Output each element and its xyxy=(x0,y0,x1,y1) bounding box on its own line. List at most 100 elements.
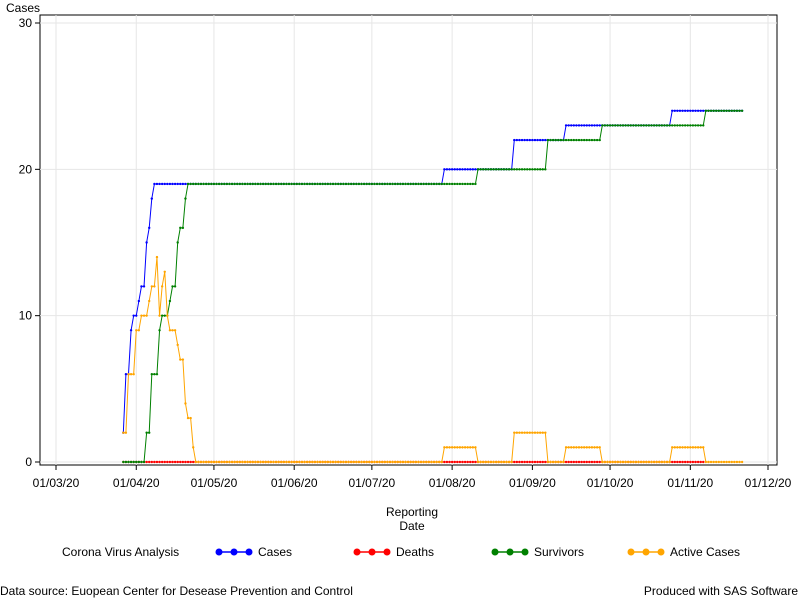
data-point-deaths xyxy=(536,460,539,464)
data-point-active-cases xyxy=(248,460,252,464)
data-point-active-cases xyxy=(593,446,596,449)
data-point-active-cases xyxy=(163,270,166,273)
data-point-survivors xyxy=(399,182,402,186)
data-point-survivors xyxy=(282,182,286,186)
data-point-survivors xyxy=(515,168,519,171)
data-point-survivors xyxy=(316,182,319,186)
data-point-survivors xyxy=(712,109,715,113)
data-point-survivors xyxy=(256,182,260,186)
data-point-active-cases xyxy=(212,460,216,464)
data-point-cases xyxy=(538,138,542,142)
data-point-active-cases xyxy=(280,460,283,464)
data-point-active-cases xyxy=(536,431,539,434)
data-point-active-cases xyxy=(582,446,586,449)
data-point-cases xyxy=(179,182,182,186)
data-point-cases xyxy=(155,182,159,186)
data-point-active-cases xyxy=(339,460,342,464)
data-point-deaths xyxy=(160,460,164,464)
data-point-survivors xyxy=(541,168,544,171)
data-point-survivors xyxy=(484,168,487,171)
data-point-cases xyxy=(150,197,153,200)
data-point-deaths xyxy=(593,460,596,464)
data-point-cases xyxy=(689,109,692,113)
data-point-active-cases xyxy=(326,460,330,464)
data-point-active-cases xyxy=(650,460,653,464)
data-point-survivors xyxy=(326,182,330,186)
data-point-survivors xyxy=(727,109,731,113)
data-point-survivors xyxy=(368,182,371,186)
data-point-survivors xyxy=(639,124,643,127)
data-point-active-cases xyxy=(277,460,280,464)
data-point-active-cases xyxy=(285,460,288,464)
data-point-survivors xyxy=(277,182,280,186)
data-point-active-cases xyxy=(562,460,565,464)
data-point-cases xyxy=(572,124,576,127)
data-point-cases xyxy=(463,168,467,171)
data-point-active-cases xyxy=(526,431,529,434)
data-point-deaths xyxy=(466,460,469,464)
data-point-active-cases xyxy=(696,446,700,449)
data-point-active-cases xyxy=(184,402,187,405)
data-point-survivors xyxy=(665,124,669,127)
data-point-survivors xyxy=(425,182,428,186)
data-point-deaths xyxy=(192,460,195,464)
data-point-survivors xyxy=(264,182,267,186)
data-point-active-cases xyxy=(233,460,236,464)
data-point-deaths xyxy=(588,460,591,464)
data-point-active-cases xyxy=(642,460,645,464)
data-point-survivors xyxy=(334,182,337,186)
data-point-deaths xyxy=(676,460,679,464)
data-point-active-cases xyxy=(435,460,438,464)
data-point-cases xyxy=(145,241,148,244)
data-point-survivors xyxy=(505,168,508,171)
data-point-active-cases xyxy=(683,446,687,449)
data-point-survivors xyxy=(404,182,407,186)
data-point-cases xyxy=(595,124,599,127)
data-point-active-cases xyxy=(360,460,363,464)
data-point-survivors xyxy=(179,226,182,230)
data-point-cases xyxy=(531,138,534,142)
data-point-survivors xyxy=(544,168,547,171)
data-point-survivors xyxy=(502,168,506,171)
data-point-survivors xyxy=(293,182,296,186)
data-point-cases xyxy=(588,124,591,127)
x-tick-label: 01/08/20 xyxy=(429,476,476,490)
data-point-survivors xyxy=(137,460,141,464)
data-point-survivors xyxy=(678,124,682,127)
data-point-deaths xyxy=(474,460,477,464)
data-point-survivors xyxy=(339,182,342,186)
data-point-deaths xyxy=(567,460,570,464)
data-point-survivors xyxy=(337,182,340,186)
data-point-active-cases xyxy=(432,460,436,464)
data-point-active-cases xyxy=(549,460,552,464)
data-point-deaths xyxy=(171,460,174,464)
data-point-survivors xyxy=(212,182,216,186)
data-point-active-cases xyxy=(510,460,513,464)
data-point-survivors xyxy=(725,109,728,113)
data-point-active-cases xyxy=(261,460,265,464)
data-point-cases xyxy=(129,329,133,332)
data-point-active-cases xyxy=(601,460,604,464)
data-point-active-cases xyxy=(655,460,658,464)
data-point-active-cases xyxy=(629,460,632,464)
data-point-cases xyxy=(702,109,705,113)
data-point-survivors xyxy=(580,138,583,142)
data-point-active-cases xyxy=(142,314,146,317)
data-point-deaths xyxy=(686,460,689,464)
data-point-active-cases xyxy=(577,446,581,449)
data-point-survivors xyxy=(624,124,627,127)
data-point-survivors xyxy=(246,182,249,186)
data-point-deaths xyxy=(150,460,153,464)
data-point-survivors xyxy=(391,182,394,186)
y-axis-title: Cases xyxy=(6,1,40,15)
data-point-active-cases xyxy=(557,460,560,464)
data-point-survivors xyxy=(150,373,153,376)
data-point-active-cases xyxy=(381,460,384,464)
data-point-survivors xyxy=(308,182,311,186)
data-point-survivors xyxy=(352,182,355,186)
plot-area-frame xyxy=(39,14,778,466)
data-point-active-cases xyxy=(616,460,620,464)
data-point-cases xyxy=(686,109,689,113)
data-point-survivors xyxy=(280,182,283,186)
data-point-active-cases xyxy=(665,460,669,464)
